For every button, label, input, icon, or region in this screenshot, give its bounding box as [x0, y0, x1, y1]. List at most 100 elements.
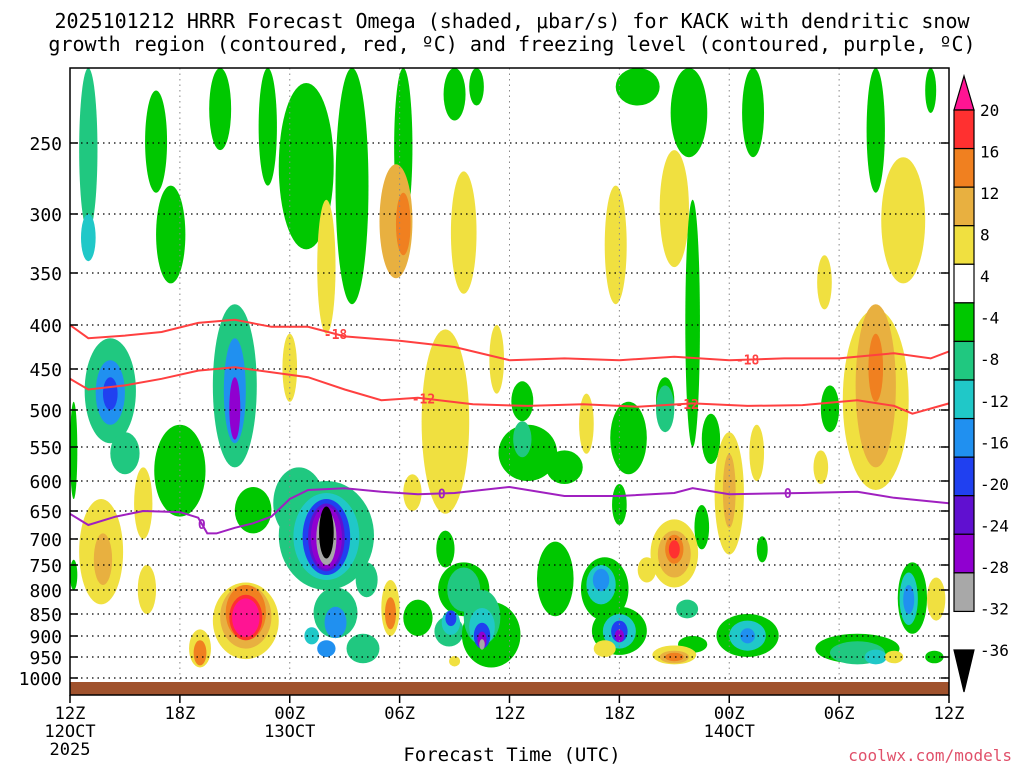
- x-tick-date: 12OCT: [44, 722, 95, 742]
- x-tick-year: 2025: [50, 740, 91, 760]
- omega-cell: [403, 474, 422, 511]
- omega-cell: [694, 505, 710, 550]
- colorbar-label: 16: [980, 143, 999, 162]
- omega-shading: [70, 68, 946, 668]
- colorbar-label: -28: [980, 558, 1009, 577]
- x-tick-label: 00Z: [714, 704, 745, 724]
- y-tick-label: 400: [29, 316, 62, 337]
- omega-cell: [384, 597, 396, 630]
- omega-cell: [110, 432, 140, 475]
- colorbar-bin: [953, 186, 975, 227]
- omega-cell: [592, 568, 610, 592]
- x-tick-date: 13OCT: [264, 722, 315, 742]
- omega-cell: [659, 150, 689, 268]
- colorbar-label: -24: [980, 516, 1009, 535]
- contour-dgz-minus18: [70, 318, 949, 362]
- y-tick-label: 800: [29, 581, 62, 602]
- omega-cell: [450, 171, 477, 294]
- colorbar-bin: [953, 572, 975, 613]
- omega-cell: [445, 610, 457, 627]
- contour-label: -18: [324, 328, 348, 343]
- y-tick-label: 1000: [19, 669, 62, 690]
- omega-cell: [927, 577, 946, 621]
- colorbar-bin: [953, 263, 975, 304]
- omega-cell: [234, 487, 272, 534]
- y-axis: 2503003504004505005506006507007508008509…: [19, 134, 949, 690]
- x-axis-title: Forecast Time (UTC): [403, 744, 621, 766]
- omega-cell: [324, 606, 347, 639]
- omega-cell: [701, 413, 721, 464]
- omega-cell: [656, 385, 675, 433]
- omega-cell: [134, 467, 153, 539]
- omega-cell: [813, 450, 829, 485]
- omega-cell: [102, 377, 118, 410]
- omega-cell: [145, 90, 168, 193]
- x-tick-label: 12Z: [55, 704, 86, 724]
- omega-cell: [443, 68, 466, 121]
- omega-cell: [665, 652, 684, 662]
- y-tick-label: 850: [29, 605, 62, 626]
- omega-cell: [864, 649, 887, 665]
- omega-cell: [317, 199, 336, 334]
- omega-cell: [278, 83, 334, 250]
- omega-cell: [258, 68, 277, 186]
- omega-cell: [335, 68, 369, 305]
- omega-cell: [489, 325, 505, 394]
- colorbar-label: -20: [980, 475, 1009, 494]
- omega-cell: [612, 484, 627, 525]
- omega-cell: [137, 565, 157, 614]
- colorbar: 20 16 12 8 4 -4 -8 -12 -16 -20 -24 -28 -32 -36: [953, 73, 1009, 693]
- colorbar-bin: [953, 649, 975, 693]
- omega-cell: [925, 68, 937, 113]
- omega-cell: [80, 214, 96, 262]
- colorbar-label: -8: [980, 350, 999, 369]
- omega-cell: [722, 453, 736, 528]
- colorbar-label: -32: [980, 599, 1009, 618]
- omega-cell: [604, 185, 627, 305]
- omega-cell: [593, 640, 616, 657]
- omega-cell: [79, 68, 98, 232]
- colorbar-bin: [953, 73, 975, 111]
- colorbar-label: 20: [980, 101, 999, 120]
- x-tick-label: 06Z: [824, 704, 855, 724]
- contour-label: 0: [784, 487, 792, 502]
- contour-dgz-minus12: [70, 366, 949, 415]
- omega-cell: [469, 68, 484, 106]
- omega-cell: [317, 640, 336, 657]
- y-tick-label: 600: [29, 472, 62, 493]
- x-tick-label: 18Z: [604, 704, 635, 724]
- omega-cell: [513, 421, 532, 458]
- omega-cell: [756, 536, 768, 563]
- omega-cell: [820, 385, 840, 433]
- omega-cell: [668, 540, 680, 559]
- omega-cell: [903, 585, 915, 614]
- y-tick-label: 250: [29, 134, 62, 155]
- omega-cell: [319, 506, 334, 559]
- colorbar-bin: [953, 340, 975, 381]
- omega-cell: [395, 192, 411, 256]
- y-tick-label: 500: [29, 401, 62, 422]
- omega-cell: [881, 157, 926, 284]
- omega-cell: [355, 562, 378, 598]
- y-tick-label: 450: [29, 360, 62, 381]
- y-tick-label: 700: [29, 530, 62, 551]
- omega-cell: [232, 598, 260, 638]
- omega-cell: [346, 633, 380, 664]
- omega-cell: [670, 68, 708, 158]
- contour-label: -18: [736, 354, 760, 369]
- colorbar-bin: [953, 147, 975, 188]
- omega-cell: [449, 655, 461, 667]
- omega-cell: [749, 424, 765, 481]
- omega-cell: [676, 599, 699, 619]
- colorbar-label: 4: [980, 267, 990, 286]
- y-tick-label: 300: [29, 205, 62, 226]
- contour-label: -12: [412, 392, 435, 407]
- colorbar-label: 8: [980, 226, 990, 245]
- colorbar-label: -16: [980, 433, 1009, 452]
- colorbar-bin: [953, 302, 975, 343]
- colorbar-label: 12: [980, 184, 999, 203]
- temperature-contours: -18 -18 -12 -12 0 0 0: [70, 318, 949, 535]
- omega-cell: [421, 329, 470, 514]
